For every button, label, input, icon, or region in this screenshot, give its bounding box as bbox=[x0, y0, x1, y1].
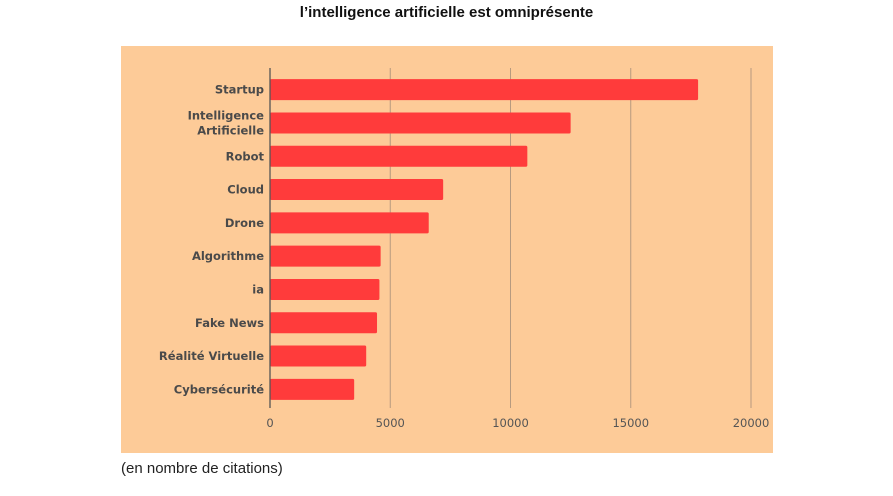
chart-footnote: (en nombre de citations) bbox=[121, 460, 283, 477]
bar bbox=[270, 245, 381, 267]
category-label: Fake News bbox=[195, 316, 264, 330]
bar bbox=[270, 278, 380, 300]
category-label: Algorithme bbox=[192, 249, 264, 263]
x-tick-label: 0 bbox=[266, 416, 273, 430]
x-tick-label: 5000 bbox=[376, 416, 405, 430]
x-tick-label: 15000 bbox=[612, 416, 649, 430]
category-label: Robot bbox=[226, 149, 265, 163]
bar bbox=[270, 112, 571, 134]
bar bbox=[270, 345, 367, 367]
bar bbox=[270, 212, 429, 234]
bar bbox=[270, 378, 355, 400]
category-label: ia bbox=[252, 282, 264, 296]
chart-title: l’intelligence artificielle est omniprés… bbox=[299, 4, 594, 21]
bar bbox=[270, 79, 699, 101]
category-label: Drone bbox=[225, 216, 264, 230]
x-tick-label: 10000 bbox=[492, 416, 529, 430]
category-label: Startup bbox=[215, 83, 264, 97]
bar bbox=[270, 179, 444, 201]
bar-chart: Startup Intelligence Artificielle Robot Clou… bbox=[121, 46, 773, 453]
category-label: Cybersécurité bbox=[174, 382, 264, 396]
category-label: Cloud bbox=[227, 183, 264, 197]
category-label: Intelligence Artificielle bbox=[188, 108, 265, 137]
x-tick-label: 20000 bbox=[733, 416, 770, 430]
category-label: Réalité Virtuelle bbox=[159, 349, 264, 363]
bar bbox=[270, 145, 528, 167]
chart-panel: Startup Intelligence Artificielle Robot Clou… bbox=[121, 46, 773, 453]
bar bbox=[270, 312, 378, 334]
